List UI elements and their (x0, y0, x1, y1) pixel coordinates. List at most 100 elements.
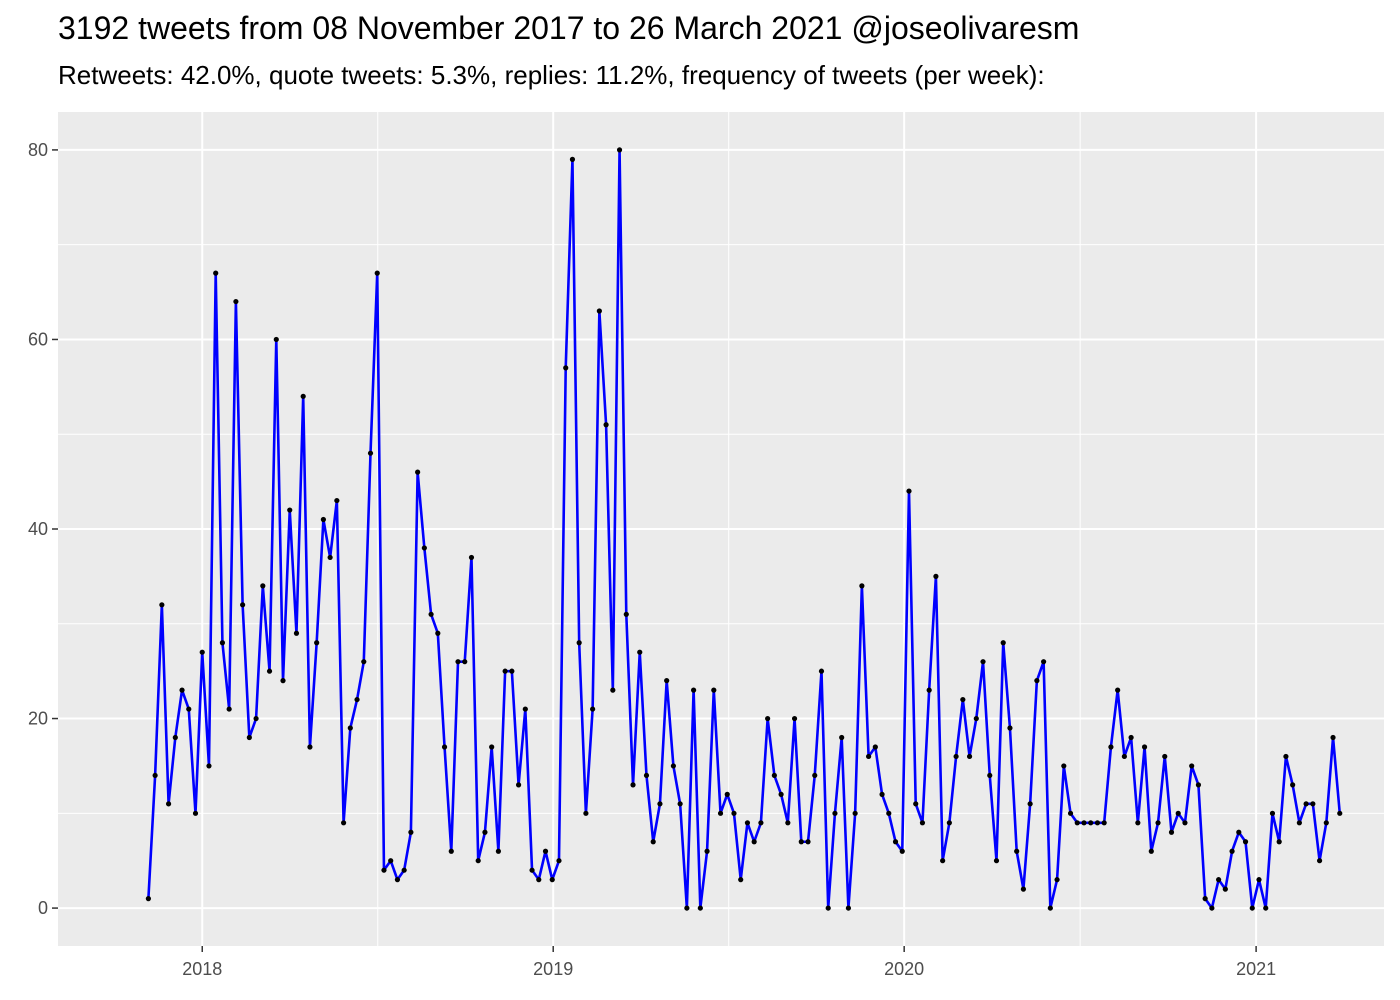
data-point (980, 659, 986, 665)
data-point (415, 469, 421, 475)
data-point (899, 848, 905, 854)
data-point (919, 820, 926, 826)
data-point (1168, 829, 1175, 835)
data-point (428, 611, 434, 617)
data-point (246, 734, 252, 741)
data-point (892, 839, 899, 845)
data-point (751, 839, 757, 845)
data-point (320, 516, 326, 523)
data-point (401, 867, 407, 873)
data-point (765, 715, 771, 722)
x-axis: 2018 2019 2020 2021 (182, 946, 1276, 979)
data-point (926, 687, 932, 693)
data-point (832, 810, 838, 816)
data-point (1296, 820, 1302, 826)
data-point (791, 715, 798, 722)
data-point (610, 687, 616, 693)
data-point (340, 820, 347, 826)
data-point (455, 659, 461, 665)
data-point (287, 507, 293, 513)
data-point (172, 734, 178, 741)
data-point (462, 659, 468, 665)
data-point (798, 839, 804, 845)
data-point (664, 678, 670, 684)
data-point (825, 905, 831, 911)
data-point (1269, 810, 1276, 816)
data-point (1189, 763, 1195, 769)
data-point (240, 602, 246, 608)
data-point (1229, 848, 1235, 854)
y-tick-label: 20 (28, 709, 48, 729)
data-point (778, 791, 784, 797)
data-point (159, 602, 165, 608)
data-point (1014, 848, 1020, 854)
data-point (906, 488, 912, 494)
data-point (677, 801, 683, 807)
data-point (684, 905, 690, 911)
data-point (738, 877, 744, 883)
data-point (1330, 734, 1336, 741)
data-point (266, 668, 273, 674)
data-point (1088, 820, 1094, 826)
data-point (758, 820, 764, 826)
series-line (147, 148, 1342, 910)
data-point (1256, 877, 1262, 883)
data-point (1236, 829, 1242, 835)
chart-subtitle: Retweets: 42.0%, quote tweets: 5.3%, rep… (58, 60, 1045, 90)
data-point (1121, 753, 1127, 760)
data-point (1276, 839, 1282, 845)
data-point (381, 867, 387, 873)
data-point (1249, 905, 1255, 911)
data-point (1054, 877, 1060, 883)
data-point (475, 858, 481, 864)
data-point (590, 706, 596, 712)
data-point (946, 820, 952, 826)
data-point (515, 782, 522, 788)
data-point (1020, 886, 1027, 892)
data-point (1041, 659, 1047, 665)
data-point (818, 668, 825, 674)
data-point (1115, 687, 1121, 693)
x-tick-label: 2018 (182, 959, 222, 979)
data-point (219, 640, 226, 646)
data-point (1202, 896, 1208, 902)
data-point (1155, 820, 1161, 826)
data-point (522, 706, 528, 712)
data-point (374, 270, 380, 276)
data-point (280, 678, 286, 684)
data-point (394, 877, 401, 883)
data-point (354, 696, 360, 703)
data-point (536, 877, 542, 883)
x-tick-label: 2019 (533, 959, 573, 979)
data-point (509, 668, 515, 674)
data-point (691, 687, 697, 693)
data-point (940, 858, 946, 864)
data-point (933, 573, 939, 579)
data-point (704, 848, 710, 854)
data-point (839, 734, 845, 741)
data-point (1148, 848, 1154, 854)
y-tick-label: 0 (38, 898, 48, 918)
data-point (408, 829, 414, 835)
data-point (1061, 763, 1067, 769)
data-point (987, 772, 993, 779)
data-point (549, 877, 555, 883)
data-point (1263, 905, 1269, 911)
data-point (502, 668, 508, 674)
data-point (489, 744, 495, 750)
data-point (576, 640, 582, 646)
data-point (327, 554, 333, 561)
data-point (347, 725, 353, 731)
data-point (845, 905, 852, 911)
data-point (583, 810, 589, 816)
data-point (1128, 734, 1134, 741)
data-point (711, 687, 717, 693)
data-point (1081, 820, 1087, 826)
data-point (253, 715, 259, 722)
data-point (1135, 820, 1141, 826)
data-point (973, 715, 979, 722)
data-point (1175, 810, 1181, 816)
data-point (805, 839, 811, 845)
data-point (1242, 839, 1249, 845)
data-point (495, 848, 501, 854)
